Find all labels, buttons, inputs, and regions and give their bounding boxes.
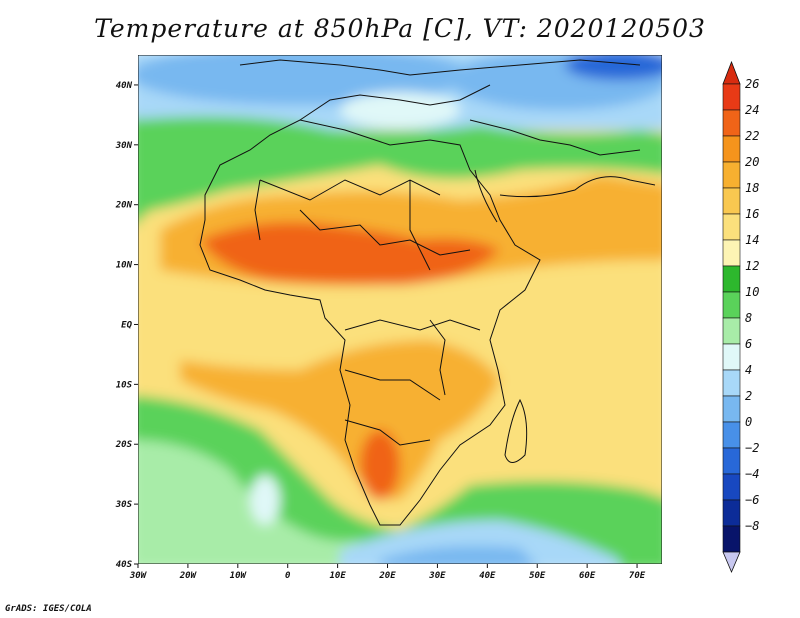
colorbar-swatch: [722, 525, 741, 553]
lon-tick-label: 0: [285, 571, 291, 581]
colorbar-label: 4: [745, 363, 752, 377]
lon-tick-label: 50E: [529, 571, 546, 581]
lat-tick-label: EQ: [121, 320, 132, 330]
colorbar-label: 26: [745, 77, 759, 91]
colorbar-label: 18: [745, 181, 759, 195]
lat-tick-label: 30N: [115, 141, 133, 151]
lon-tick-label: 30E: [428, 571, 446, 581]
colorbar-label: 0: [745, 415, 752, 429]
lat-tick-label: 20N: [115, 201, 133, 211]
colorbar-swatch: [722, 343, 741, 371]
colorbar-swatch: [722, 265, 741, 293]
lon-tick-label: 10E: [329, 571, 346, 581]
lat-tick-label: 10N: [116, 261, 133, 271]
colorbar-swatch: [722, 421, 741, 449]
colorbar-label: 22: [745, 129, 759, 143]
colorbar-label: −2: [745, 441, 759, 455]
colorbar-swatch: [722, 213, 741, 241]
colorbar-swatch: [722, 447, 741, 475]
axis-labels: 30W 20W 10W 0 10E 20E 30E 40E 50E 60E 70E 40N 30N 20N…: [115, 81, 646, 581]
colorbar-top-arrow: [722, 60, 741, 85]
colorbar-label: −4: [745, 467, 759, 481]
temperature-field: [138, 55, 662, 564]
colorbar-label: 14: [745, 233, 759, 247]
colorbar-label: 10: [745, 285, 759, 299]
colorbar-label: −6: [745, 493, 759, 507]
colorbar-swatch: [722, 83, 741, 111]
colorbar-swatch: [722, 187, 741, 215]
lon-tick-label: 10W: [230, 571, 248, 581]
lon-tick-label: 30W: [129, 571, 148, 581]
lon-tick-label: 20E: [378, 571, 396, 581]
colorbar-label: 6: [745, 337, 752, 351]
lon-tick-label: 20W: [179, 571, 198, 581]
colorbar-label: 12: [745, 259, 759, 273]
axis-ticks: [134, 84, 638, 568]
colorbar-label: −8: [745, 519, 759, 533]
credit-text: GrADS: IGES/COLA: [5, 604, 92, 614]
colorbar-swatch: [722, 473, 741, 501]
colorbar-label: 2: [745, 389, 752, 403]
lat-tick-label: 10S: [116, 380, 133, 390]
colorbar-swatch: [722, 291, 741, 319]
colorbar-swatch: [722, 369, 741, 397]
lon-tick-label: 60E: [579, 571, 596, 581]
colorbar-label: 16: [745, 207, 759, 221]
lon-tick-label: 70E: [629, 571, 646, 581]
colorbar-swatch: [722, 317, 741, 345]
lat-tick-label: 20S: [115, 440, 133, 450]
colorbar-swatch: [722, 499, 741, 527]
coastline-outlines: [199, 59, 656, 526]
lat-tick-label: 30S: [115, 500, 133, 510]
colorbar-bottom-arrow: [722, 551, 741, 574]
colorbar-swatch: [722, 239, 741, 267]
colorbar-swatch: [722, 109, 741, 137]
chart-title: Temperature at 850hPa [C], VT: 202012050…: [94, 14, 706, 43]
lat-tick-label: 40N: [116, 81, 133, 91]
colorbar-swatch: [722, 395, 741, 423]
colorbar-swatch: [722, 135, 741, 163]
colorbar-swatch: [722, 161, 741, 189]
lat-tick-label: 40S: [116, 560, 133, 570]
colorbar-label: 8: [745, 311, 752, 325]
lon-tick-label: 40E: [479, 571, 496, 581]
colorbar-label: 20: [745, 155, 759, 169]
colorbar-label: 24: [745, 103, 759, 117]
